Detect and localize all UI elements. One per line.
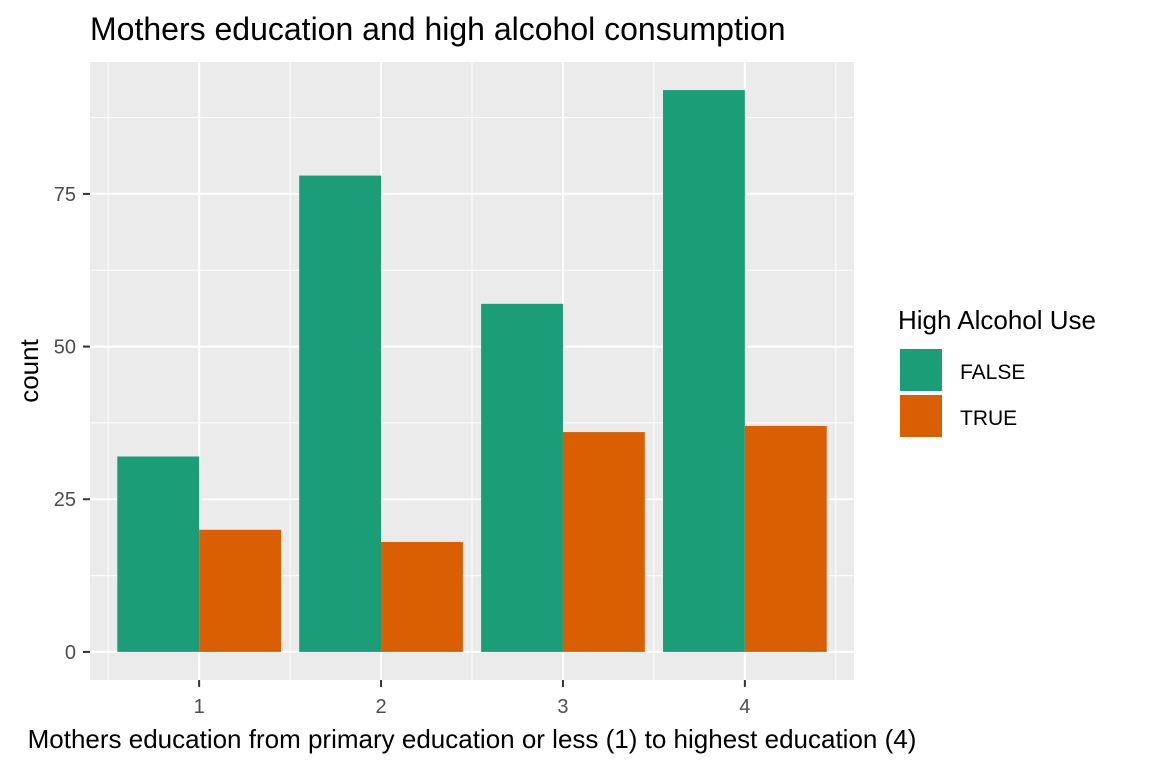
y-axis: 0 25 50 75: [54, 184, 90, 664]
x-axis-title: Mothers education from primary education…: [28, 724, 917, 754]
x-tick-label: 4: [739, 696, 750, 718]
bars: [117, 90, 827, 652]
bar-false-2: [299, 175, 382, 652]
y-axis-title: count: [14, 338, 44, 402]
bar-true-3: [562, 432, 645, 652]
legend-key-true: [900, 395, 942, 437]
bar-true-4: [744, 425, 827, 652]
legend-title: High Alcohol Use: [898, 305, 1096, 335]
chart-title: Mothers education and high alcohol consu…: [90, 11, 786, 47]
legend: High Alcohol Use FALSE TRUE: [898, 305, 1096, 437]
x-axis: 1 2 3 4: [194, 680, 750, 718]
y-tick-label: 75: [54, 184, 76, 206]
x-tick-label: 2: [375, 696, 386, 718]
x-tick-label: 1: [194, 696, 205, 718]
x-tick-label: 3: [557, 696, 568, 718]
y-tick-label: 50: [54, 337, 76, 359]
y-tick-label: 0: [65, 642, 76, 664]
bar-false-3: [481, 303, 563, 652]
y-tick-label: 25: [54, 489, 76, 511]
bar-true-2: [381, 541, 463, 652]
bar-false-4: [663, 90, 745, 652]
bar-false-1: [117, 456, 200, 652]
legend-key-false: [900, 349, 942, 391]
legend-label-false: FALSE: [960, 361, 1025, 384]
bar-true-1: [199, 529, 281, 652]
legend-label-true: TRUE: [960, 407, 1017, 430]
